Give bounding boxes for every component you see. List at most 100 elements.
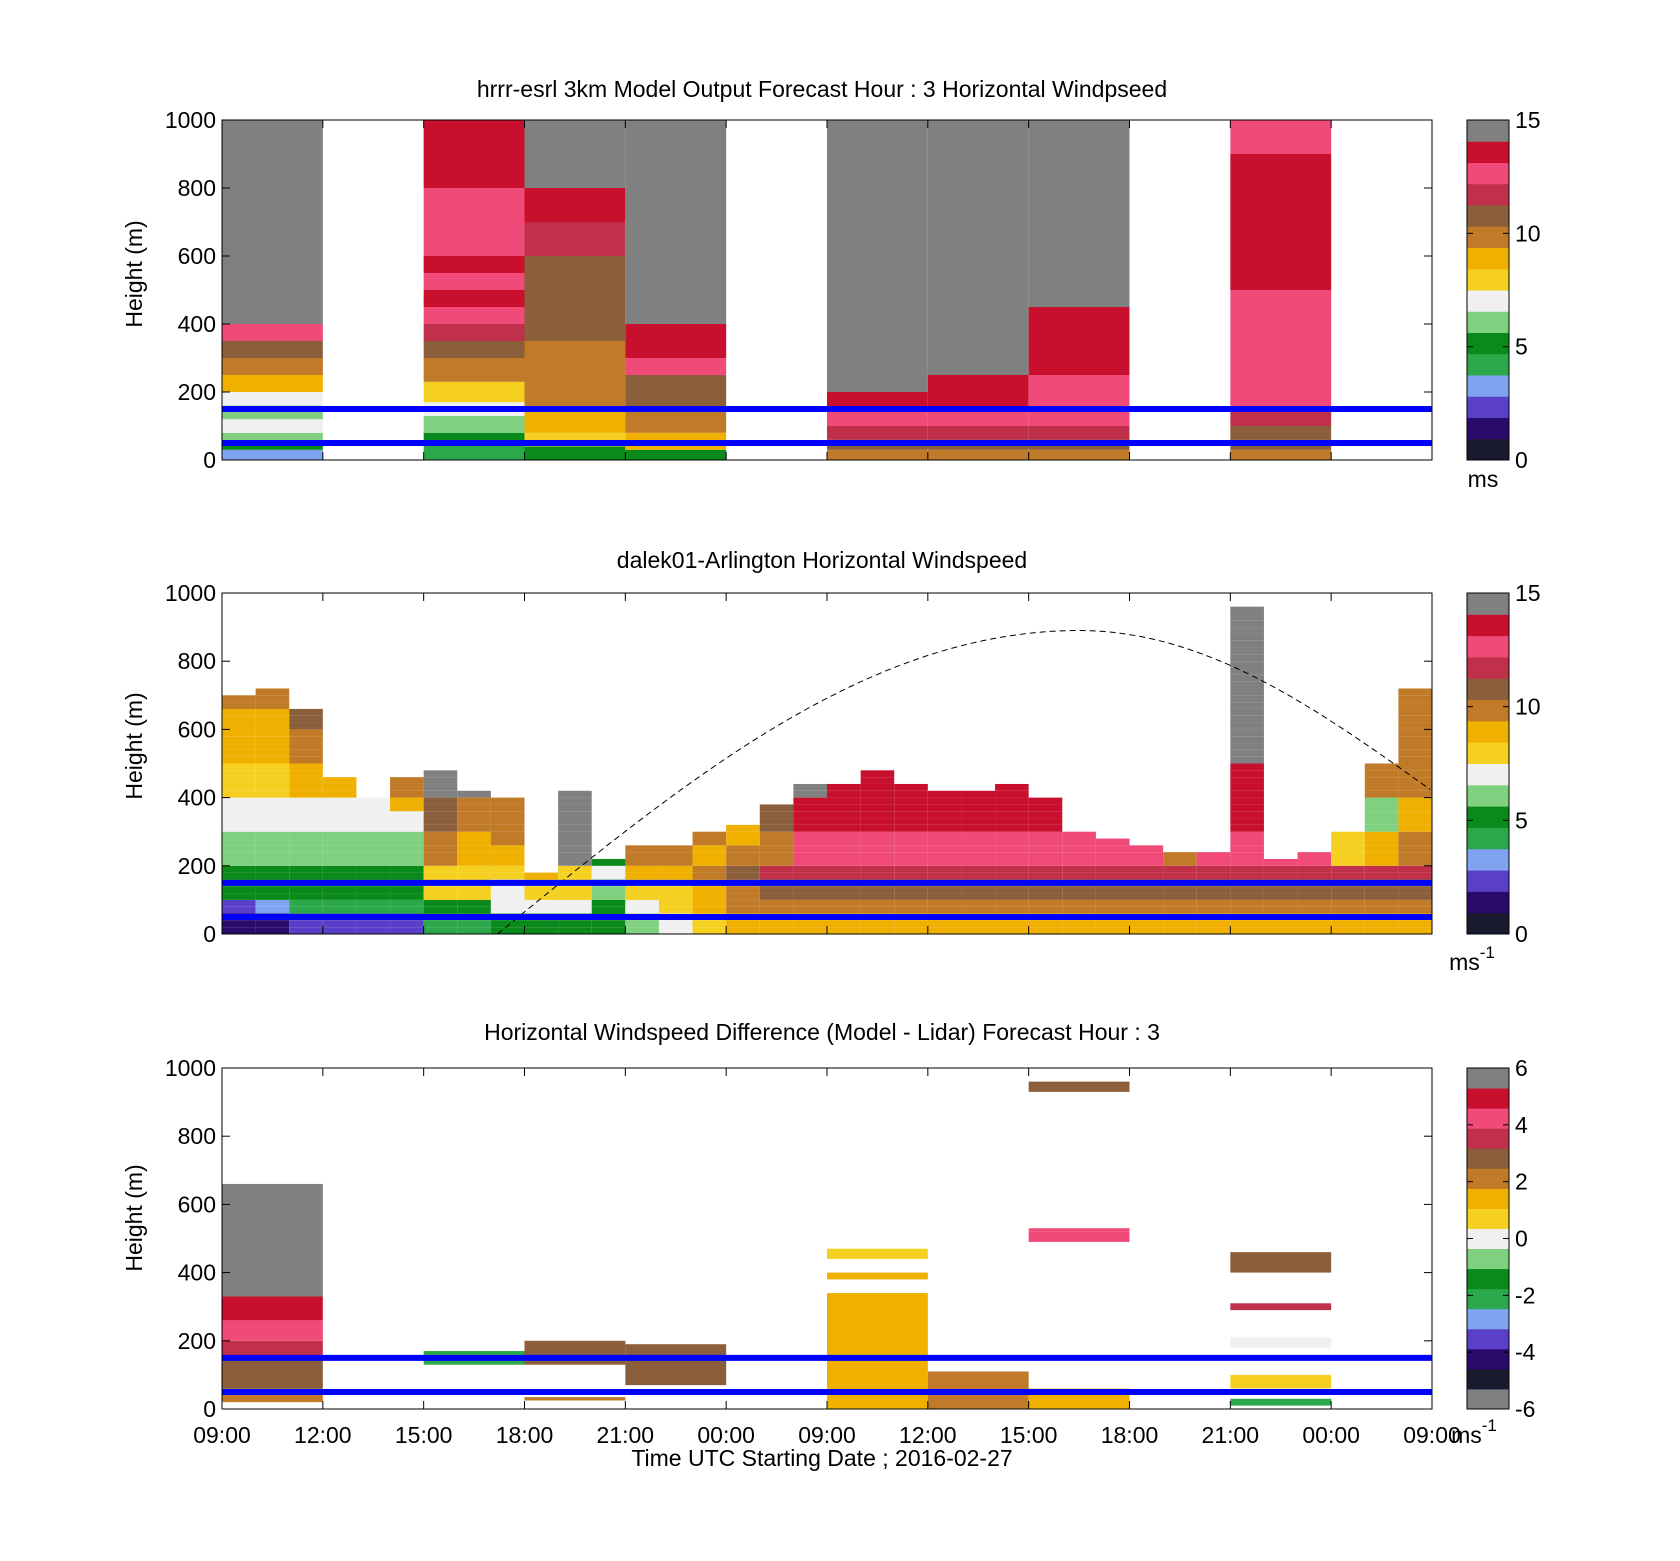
colorbar-tick-label: -4: [1515, 1339, 1536, 1365]
heatmap-cell: [1028, 872, 1063, 880]
heatmap-cell: [625, 906, 659, 914]
heatmap-cell: [423, 120, 525, 188]
heatmap-cell: [894, 783, 928, 791]
heatmap-cell: [1331, 886, 1365, 894]
heatmap-cell: [490, 872, 525, 880]
heatmap-cell: [995, 790, 1029, 798]
heatmap-cell: [1230, 790, 1264, 798]
heatmap-cell: [322, 858, 357, 866]
heatmap-cell: [457, 811, 491, 819]
colorbar-segment: [1467, 1288, 1509, 1310]
heatmap-cell: [1398, 804, 1432, 812]
heatmap-cell: [827, 392, 928, 409]
heatmap-cell: [1230, 627, 1264, 634]
heatmap-cell: [255, 695, 290, 703]
heatmap-cell: [1062, 852, 1096, 859]
heatmap-cell: [222, 1183, 323, 1297]
heatmap-cell: [1028, 818, 1063, 825]
heatmap-cell: [423, 381, 525, 403]
heatmap-cell: [894, 920, 928, 928]
colorbar-segment: [1467, 1368, 1509, 1390]
heatmap-cell: [1297, 852, 1332, 859]
heatmap-cell: [222, 1296, 323, 1321]
heatmap-cell: [894, 804, 928, 812]
heatmap-cell: [860, 838, 895, 846]
heatmap-cell: [759, 927, 794, 934]
heatmap-cell: [423, 893, 458, 900]
heatmap-cell: [1398, 729, 1432, 737]
heatmap-cell: [1263, 927, 1298, 934]
heatmap-cell: [927, 886, 962, 894]
heatmap-cell: [1028, 899, 1063, 907]
panel-difference: Horizontal Windspeed Difference (Model -…: [121, 1019, 1536, 1471]
heatmap-cell: [927, 804, 962, 812]
colorbar-tick-label: 4: [1515, 1112, 1528, 1138]
colorbar-tick-label: 5: [1515, 807, 1528, 833]
heatmap-cell: [692, 852, 727, 859]
heatmap-cell: [625, 1344, 727, 1386]
heatmap-cell: [558, 899, 592, 907]
heatmap-cell: [356, 920, 391, 928]
heatmap-cell: [423, 804, 458, 812]
heatmap-cell: [894, 927, 928, 934]
heatmap-cell: [995, 858, 1029, 866]
heatmap-cell: [1230, 886, 1264, 894]
heatmap-cell: [255, 872, 290, 880]
heatmap-cell: [423, 831, 458, 839]
colorbar-segment: [1467, 1068, 1509, 1089]
heatmap-cell: [255, 899, 290, 907]
colorbar-frame: [1466, 119, 1510, 461]
heatmap-cell: [793, 865, 827, 873]
heatmap-cell: [1163, 872, 1197, 880]
colorbar-segment: [1467, 332, 1509, 355]
heatmap-cell: [322, 824, 357, 832]
heatmap-cell: [726, 845, 760, 853]
heatmap-cell: [726, 824, 760, 832]
heatmap-cell: [289, 899, 323, 907]
heatmap-cell: [1230, 449, 1332, 460]
heatmap-cell: [726, 893, 760, 900]
heatmap-cell: [793, 831, 827, 839]
heatmap-cell: [860, 872, 895, 880]
heatmap-cell: [759, 899, 794, 907]
heatmap-cell: [692, 831, 727, 839]
heatmap-cell: [222, 120, 323, 324]
y-tick-label: 800: [178, 1123, 216, 1149]
colorbar-segment: [1467, 1108, 1509, 1129]
heatmap-cell: [356, 818, 391, 825]
heatmap-cell: [322, 899, 357, 907]
heatmap-cell: [1230, 899, 1264, 907]
heatmap-cell: [558, 886, 592, 894]
heatmap-cell: [759, 845, 794, 853]
heatmap-cell: [793, 906, 827, 914]
x-tick-label: 00:00: [697, 1422, 755, 1448]
heatmap-cell: [860, 927, 895, 934]
heatmap-cell: [222, 763, 256, 771]
x-tick-label: 09:00: [1403, 1422, 1461, 1448]
heatmap-cell: [390, 838, 424, 846]
heatmap-cell: [524, 188, 626, 222]
heatmap-cell: [995, 872, 1029, 880]
heatmap-cell: [726, 920, 760, 928]
heatmap-cell: [860, 804, 895, 812]
heatmap-cell: [1364, 763, 1399, 771]
heatmap-cell: [1398, 715, 1432, 723]
heatmap-cell: [860, 852, 895, 859]
y-tick-label: 400: [178, 311, 216, 337]
heatmap-cell: [558, 831, 592, 839]
heatmap-cell: [894, 865, 928, 873]
heatmap-cell: [289, 845, 323, 853]
heatmap-cell: [1196, 858, 1231, 866]
heatmap-cell: [1230, 1374, 1332, 1389]
heatmap-cell: [423, 415, 525, 433]
heatmap-cell: [1398, 749, 1432, 757]
heatmap-cell: [255, 715, 290, 723]
heatmap-cell: [390, 872, 424, 880]
heatmap-cell: [423, 852, 458, 859]
heatmap-cell: [995, 797, 1029, 805]
y-axis-label: Height (m): [121, 692, 147, 799]
heatmap-cell: [1230, 1252, 1332, 1273]
heatmap-cell: [1364, 845, 1399, 853]
heatmap-cell: [961, 811, 996, 819]
heatmap-cell: [1230, 606, 1264, 614]
